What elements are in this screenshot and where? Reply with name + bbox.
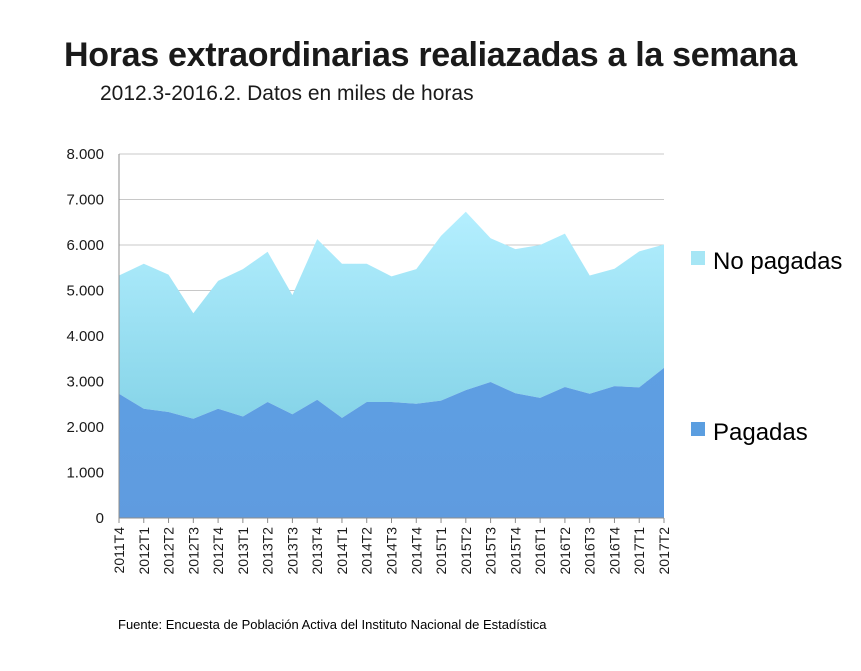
y-tick-label: 1.000: [66, 465, 104, 482]
legend-swatch: [691, 251, 705, 265]
source-note: Fuente: Encuesta de Población Activa del…: [118, 617, 547, 632]
y-tick-label: 7.000: [66, 192, 104, 209]
x-tick-label: 2015T4: [507, 527, 523, 575]
x-tick-label: 2015T3: [483, 527, 499, 575]
x-tick-label: 2013T3: [284, 527, 300, 575]
x-tick-label: 2012T1: [136, 527, 152, 575]
x-tick-label: 2017T1: [631, 527, 647, 575]
y-tick-label: 3.000: [66, 374, 104, 391]
chart-title: Horas extraordinarias realiazadas a la s…: [63, 36, 798, 74]
x-tick-label: 2014T1: [334, 527, 350, 575]
y-tick-label: 5.000: [66, 283, 104, 300]
x-tick-label: 2012T2: [161, 527, 177, 575]
x-tick-label: 2015T1: [433, 527, 449, 575]
x-tick-label: 2012T4: [210, 527, 226, 575]
x-tick-label: 2013T2: [260, 527, 276, 575]
y-tick-label: 8.000: [66, 146, 104, 163]
legend-no-pagadas: No pagadas: [691, 248, 842, 275]
x-tick-label: 2014T4: [408, 527, 424, 575]
area-pagadas: [119, 367, 664, 518]
x-tick-label: 2014T3: [384, 527, 400, 575]
x-tick-label: 2016T1: [532, 527, 548, 575]
y-tick-label: 2.000: [66, 419, 104, 436]
legend-label: Pagadas: [713, 419, 808, 446]
x-tick-label: 2016T3: [582, 527, 598, 575]
x-tick-label: 2014T2: [359, 527, 375, 575]
y-tick-label: 6.000: [66, 237, 104, 254]
legend-pagadas: Pagadas: [691, 419, 808, 446]
y-tick-label: 0: [96, 510, 104, 527]
x-tick-label: 2016T2: [557, 527, 573, 575]
legend-swatch: [691, 422, 705, 436]
x-tick-label: 2017T2: [656, 527, 672, 575]
y-tick-label: 4.000: [66, 328, 104, 345]
x-tick-label: 2016T4: [606, 527, 622, 575]
x-tick-label: 2012T3: [185, 527, 201, 575]
area-no-pagadas: [119, 211, 664, 419]
legend-label: No pagadas: [713, 248, 842, 275]
x-tick-label: 2013T1: [235, 527, 251, 575]
x-tick-label: 2015T2: [458, 527, 474, 575]
chart-subtitle: 2012.3-2016.2. Datos en miles de horas: [100, 82, 474, 105]
x-tick-label: 2013T4: [309, 527, 325, 575]
x-tick-label: 2011T4: [111, 527, 127, 574]
